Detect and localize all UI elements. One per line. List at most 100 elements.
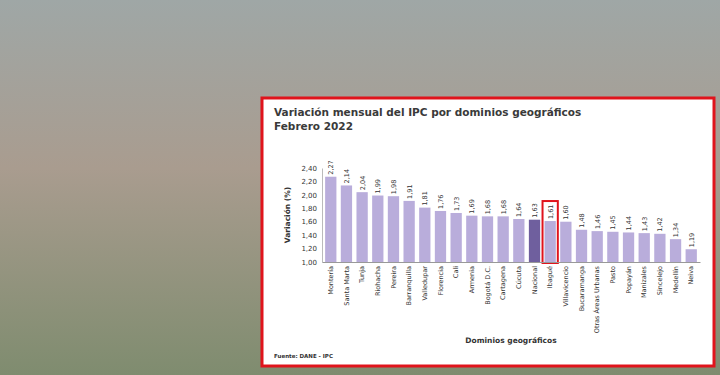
x-tick: Villavicencio (562, 262, 570, 306)
bar (341, 185, 352, 262)
source: Fuente: DANE - IPC (274, 353, 333, 359)
x-tick-label: Otras Áreas Urbanas (592, 265, 601, 333)
x-tick-label: Nacional (531, 266, 539, 294)
x-tick-label: Tunja (358, 266, 366, 284)
bar (513, 219, 524, 262)
x-tick-label: Neiva (687, 266, 695, 285)
x-tick-label: Cali (452, 266, 460, 278)
y-tick-label: 1,80 (301, 205, 317, 213)
data-label: 1,48 (578, 213, 586, 227)
bar (419, 208, 430, 262)
x-axis-title: Dominios geográficos (465, 336, 557, 345)
x-tick: Neiva (687, 262, 695, 285)
x-tick-label: Manizales (640, 265, 648, 298)
y-tick-label: 1,00 (301, 259, 317, 267)
y-axis-title: Variación (%) (283, 187, 292, 243)
x-tick-label: Riohacha (374, 266, 382, 296)
x-axis-line (323, 262, 701, 263)
bar (545, 221, 556, 262)
y-tick-label: 2,20 (301, 178, 317, 186)
data-label: 1,42 (656, 217, 664, 231)
y-axis-line (322, 169, 323, 263)
bar (403, 201, 414, 262)
x-tick-label: Florencia (437, 266, 445, 296)
data-label: 2,27 (327, 160, 335, 174)
x-tick-label: Armenia (468, 266, 476, 293)
y-tick: 2,20 (301, 178, 322, 186)
x-tick: Manizales (640, 262, 648, 298)
bar (560, 222, 571, 262)
x-tick: Cali (452, 262, 460, 278)
y-tick: 1,00 (301, 259, 322, 267)
background-photo (0, 0, 720, 375)
data-label: 1,45 (609, 215, 617, 229)
data-label: 1,61 (547, 205, 555, 219)
bar (592, 231, 603, 262)
y-tick: 2,40 (301, 165, 322, 173)
x-tick: Otras Áreas Urbanas (592, 262, 601, 333)
data-label: 1,68 (484, 200, 492, 214)
data-label: 1,98 (390, 180, 398, 194)
x-tick-label: Cartagena (499, 266, 507, 300)
x-tick-label: Medellín (672, 266, 680, 293)
data-label: 1,63 (531, 203, 539, 217)
x-tick: Cúcuta (515, 262, 523, 289)
x-tick: Cartagena (499, 262, 507, 300)
highlight-box (543, 201, 558, 263)
data-label: 1,44 (625, 216, 633, 230)
bar (686, 249, 697, 262)
y-tick-label: 2,00 (301, 192, 317, 200)
x-tick-label: Valledupar (421, 266, 429, 301)
bar (466, 216, 477, 262)
bar (576, 230, 587, 262)
x-tick-label: Sincelejo (656, 266, 664, 295)
x-tick-label: Pasto (609, 266, 617, 284)
chart-panel (262, 98, 714, 366)
x-tick: Montería (327, 262, 335, 295)
x-tick-label: Bogotá D.C. (484, 266, 492, 305)
x-tick: Bogotá D.C. (484, 262, 492, 305)
bar (482, 216, 493, 262)
x-tick-label: Villavicencio (562, 266, 570, 306)
bar (388, 196, 399, 262)
data-label: 1,64 (515, 203, 523, 217)
y-tick: 1,80 (301, 205, 322, 213)
x-tick: Ibagué (546, 262, 554, 288)
subtitle: Febrero 2022 (274, 120, 353, 132)
x-tick: Nacional (531, 262, 539, 294)
x-tick-label: Montería (327, 266, 335, 295)
x-tick-label: Bucaramanga (578, 266, 586, 311)
data-label: 1,34 (672, 223, 680, 237)
data-label: 1,99 (374, 179, 382, 193)
x-tick: Armenia (468, 262, 476, 293)
x-tick: Santa Marta (343, 262, 351, 306)
y-tick: 1,40 (301, 232, 322, 240)
y-tick-label: 2,40 (301, 165, 317, 173)
x-tick-label: Cúcuta (515, 266, 523, 289)
x-tick: Riohacha (374, 262, 382, 296)
bar (670, 239, 681, 262)
bar (372, 196, 383, 262)
y-tick-label: 1,20 (301, 245, 317, 253)
data-label: 1,46 (594, 215, 602, 229)
x-tick-label: Barranquilla (405, 266, 413, 305)
bar (325, 177, 336, 262)
bar (639, 233, 650, 262)
y-tick: 2,00 (301, 192, 322, 200)
x-tick: Valledupar (421, 262, 429, 301)
x-tick-label: Ibagué (546, 266, 554, 288)
data-label: 1,19 (688, 233, 696, 247)
y-axis: 1,001,201,401,601,802,002,202,40 (301, 165, 322, 267)
data-label: 1,60 (562, 205, 570, 219)
x-tick: Medellín (672, 262, 680, 293)
y-tick: 1,20 (301, 245, 322, 253)
x-tick: Bucaramanga (578, 262, 586, 311)
data-label: 1,91 (406, 184, 414, 198)
x-tick-label: Santa Marta (343, 266, 351, 306)
data-label: 2,14 (343, 169, 351, 183)
x-tick: Florencia (437, 262, 445, 296)
bar (435, 211, 446, 262)
data-label: 1,76 (437, 194, 445, 208)
bar (529, 220, 540, 262)
data-label: 1,68 (500, 200, 508, 214)
